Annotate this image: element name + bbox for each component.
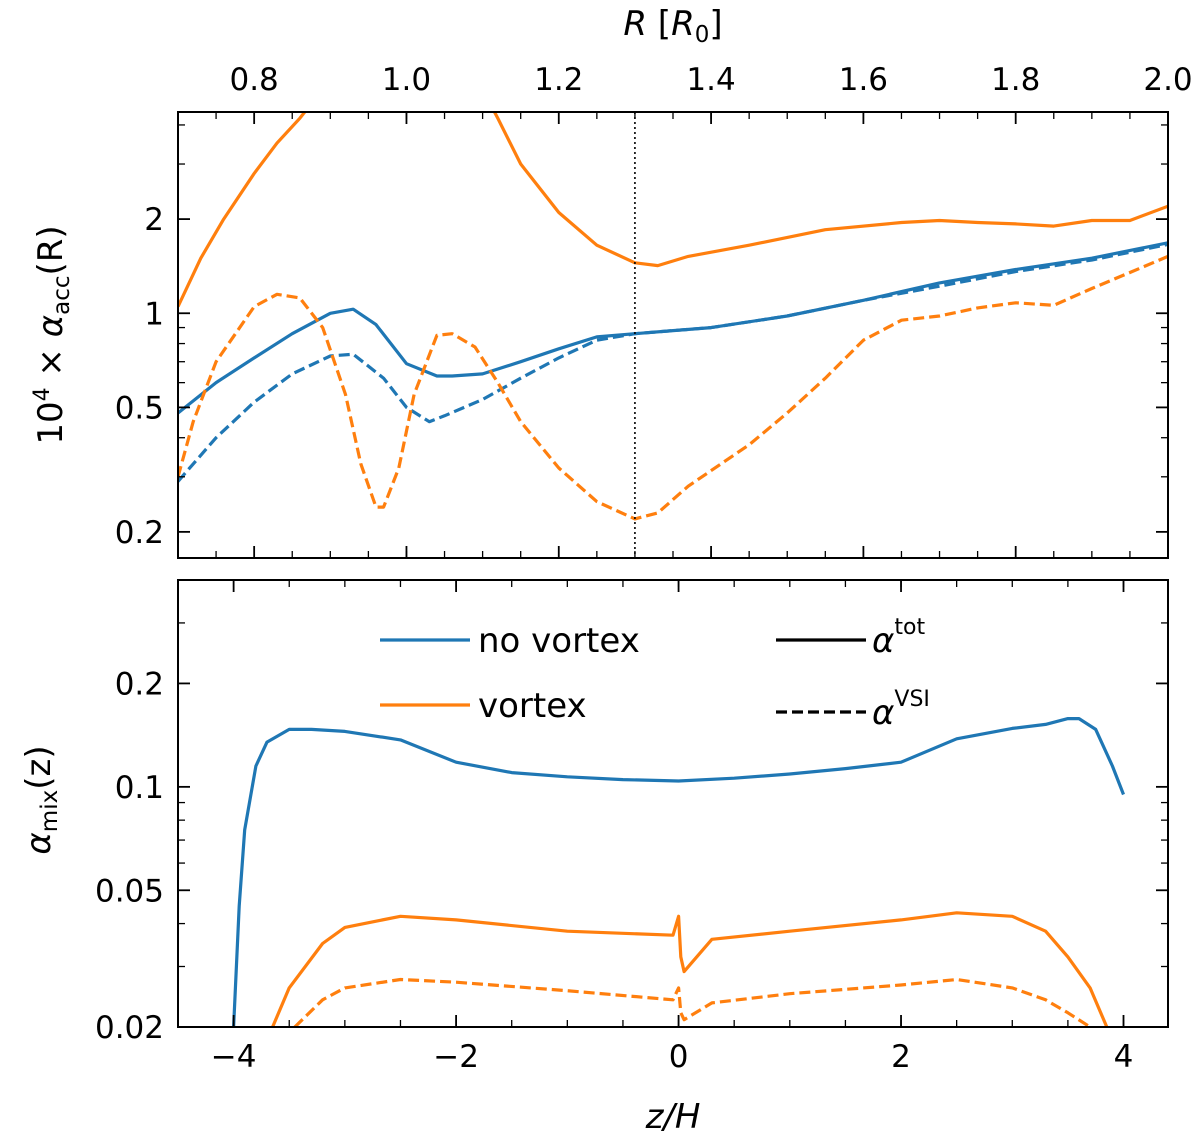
bottom-x-tick-label: −4	[211, 1039, 257, 1075]
bottom-ylabel: αmix(z)	[19, 745, 63, 854]
top-ylabel: 104 × αacc(R)	[30, 225, 75, 444]
top-x-tick-label: 1.6	[839, 62, 888, 98]
top-x-tick-label: 1.8	[991, 62, 1040, 98]
bottom-panel: −4 −2 0 2 4 0.02 0.05 0.1 0.2 no vortex vortex α…	[19, 579, 1169, 1137]
bottom-x-tick-label: 4	[1114, 1039, 1134, 1075]
legend-label-alpha-tot: αtot	[872, 615, 926, 661]
top-series-0-line	[178, 241, 1168, 415]
top-x-tick-label: 1.4	[686, 62, 735, 98]
legend-label-no-vortex: no vortex	[478, 621, 640, 661]
top-x-tick-label: 0.8	[229, 62, 278, 98]
legend: no vortex vortex αtot αVSI	[380, 615, 930, 733]
top-x-tick-label: 2.0	[1143, 62, 1192, 98]
bottom-xlabel: z/H	[645, 1097, 701, 1137]
top-series-1-line	[178, 242, 1168, 483]
bottom-x-tick-label: 0	[669, 1039, 689, 1075]
bottom-x-tick-label: 2	[891, 1039, 911, 1075]
top-xlabel: R [R0]	[623, 4, 722, 48]
bottom-y-tick-label: 0.05	[95, 873, 164, 909]
bottom-series-2-line	[293, 977, 1091, 1027]
bottom-y-tick-label: 0.1	[115, 770, 164, 806]
top-y-tick-label: 2	[144, 202, 164, 238]
top-y-tick-label: 1	[144, 296, 164, 332]
bottom-y-tick-label: 0.2	[115, 666, 164, 702]
bottom-series-0-line	[232, 717, 1125, 1027]
bottom-x-tick-label: −2	[433, 1039, 479, 1075]
bottom-y-tick-label: 0.02	[95, 1010, 164, 1046]
legend-label-alpha-vsi: αVSI	[872, 687, 930, 733]
top-x-tick-label: 1.0	[382, 62, 431, 98]
legend-label-vortex: vortex	[478, 686, 587, 726]
bottom-axes-frame	[177, 579, 1169, 1028]
top-y-tick-label: 0.2	[115, 515, 164, 551]
bottom-series-1-line	[271, 911, 1109, 1027]
top-x-tick-label: 1.2	[534, 62, 583, 98]
top-series-2-line	[178, 112, 1168, 308]
top-series-3-line	[178, 254, 1168, 521]
top-panel: 0.8 1.0 1.2 1.4 1.6 1.8 2.0 0.2 0.5 1 2 R [R0] 104…	[30, 4, 1193, 559]
top-axes-frame	[177, 111, 1169, 559]
top-y-tick-label: 0.5	[115, 390, 164, 426]
